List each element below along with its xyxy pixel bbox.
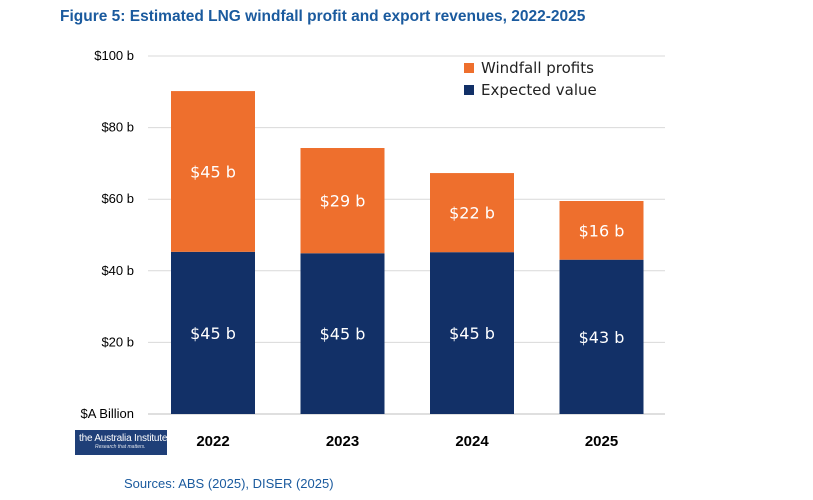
- logo-tagline: Research that matters.: [95, 444, 146, 450]
- bar-windfall-profits: [559, 200, 644, 260]
- legend-label-expected-value: Expected value: [481, 81, 597, 99]
- y-tick-label: $A Billion: [81, 406, 134, 421]
- data-label: $45 b: [190, 162, 236, 181]
- x-tick-label: 2025: [585, 433, 618, 450]
- x-tick-label: 2023: [326, 433, 359, 450]
- data-label: $45 b: [449, 324, 495, 343]
- data-label: $45 b: [320, 325, 366, 344]
- legend-swatch-expected-value: [464, 85, 474, 95]
- bar-windfall-profits: [430, 173, 514, 253]
- bar-expected-value: [430, 252, 514, 414]
- bar-expected-value: [300, 253, 385, 414]
- y-tick-label: $20 b: [101, 334, 134, 349]
- data-label: $45 b: [190, 324, 236, 343]
- data-label: $16 b: [579, 221, 625, 240]
- bar-windfall-profits: [171, 91, 255, 252]
- y-tick-label: $100 b: [94, 48, 134, 63]
- data-label: $22 b: [449, 204, 495, 223]
- data-label: $43 b: [579, 328, 625, 347]
- figure-title: Figure 5: Estimated LNG windfall profit …: [60, 8, 586, 25]
- australia-institute-logo: the Australia Institute Research that ma…: [75, 430, 167, 455]
- x-tick-label: 2022: [196, 433, 229, 450]
- bar-windfall-profits: [300, 148, 385, 254]
- data-label: $29 b: [320, 192, 366, 211]
- y-tick-label: $40 b: [101, 263, 134, 278]
- legend-swatch-windfall-profits: [464, 63, 474, 73]
- bar-expected-value: [559, 259, 644, 414]
- x-tick-label: 2024: [455, 433, 489, 450]
- bar-expected-value: [171, 251, 255, 414]
- legend-label-windfall-profits: Windfall profits: [481, 59, 594, 77]
- logo-name: the Australia Institute: [79, 433, 168, 444]
- y-tick-label: $60 b: [101, 191, 134, 206]
- y-tick-label: $80 b: [101, 120, 134, 135]
- sources-note: Sources: ABS (2025), DISER (2025): [124, 476, 334, 491]
